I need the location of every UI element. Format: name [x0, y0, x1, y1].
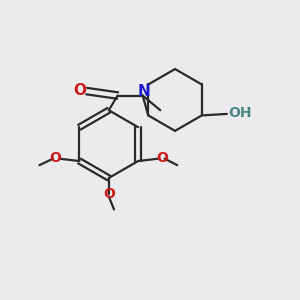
Text: O: O	[74, 83, 87, 98]
Text: OH: OH	[228, 106, 252, 120]
Text: O: O	[50, 151, 61, 165]
Text: O: O	[103, 187, 115, 201]
Text: O: O	[156, 151, 168, 165]
Text: N: N	[137, 84, 150, 99]
